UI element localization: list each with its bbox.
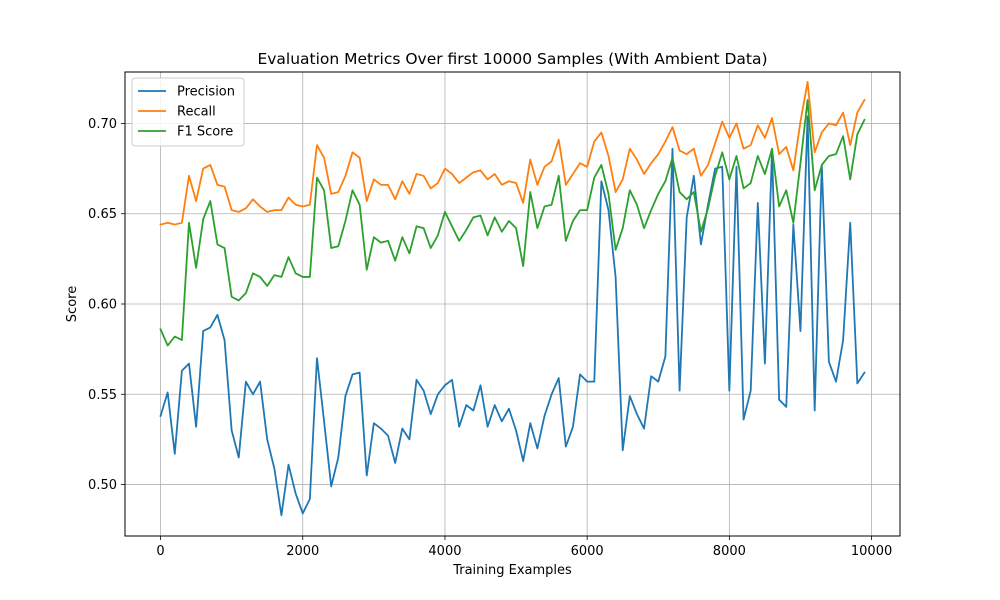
series-line-precision [159, 115, 866, 517]
x-tick-label: 8000 [713, 544, 746, 559]
y-tick-label: 0.70 [88, 117, 117, 132]
chart-title: Evaluation Metrics Over first 10000 Samp… [257, 50, 767, 68]
x-axis-title: Training Examples [452, 563, 572, 578]
legend-label-f1-score: F1 Score [177, 125, 233, 140]
y-tick-label: 0.60 [88, 298, 117, 313]
y-tick-label: 0.55 [88, 388, 117, 403]
y-axis: 0.50 0.55 0.60 0.65 0.70 [88, 117, 125, 493]
series-line-f1-score [159, 99, 866, 347]
x-axis: 0 2000 4000 6000 8000 10000 [156, 536, 892, 559]
series-line-recall [159, 81, 866, 226]
legend: Precision Recall F1 Score [131, 77, 245, 147]
legend-label-precision: Precision [177, 85, 235, 100]
y-tick-label: 0.65 [88, 207, 117, 222]
legend-box [131, 77, 245, 147]
y-tick-label: 0.50 [88, 478, 117, 493]
x-tick-label: 10000 [851, 544, 892, 559]
legend-label-recall: Recall [177, 105, 216, 120]
series-lines [159, 81, 866, 517]
y-axis-title: Score [65, 286, 80, 322]
x-tick-label: 4000 [428, 544, 461, 559]
x-tick-label: 6000 [571, 544, 604, 559]
x-tick-label: 2000 [286, 544, 319, 559]
x-tick-label: 0 [156, 544, 164, 559]
